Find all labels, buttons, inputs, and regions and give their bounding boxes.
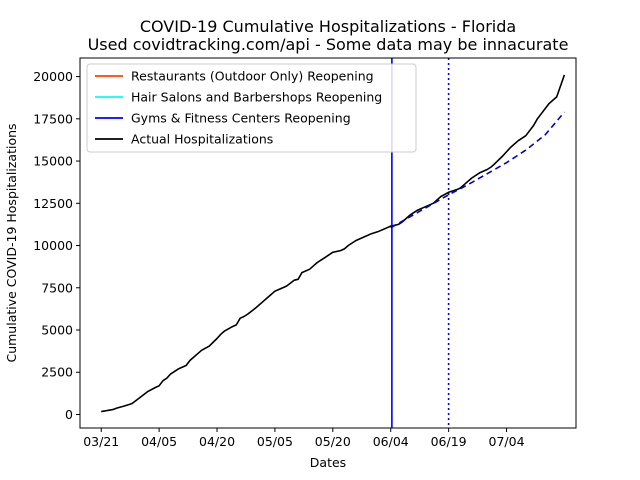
y-tick-label: 15000 (33, 154, 73, 169)
chart-subtitle: Used covidtracking.com/api - Some data m… (88, 35, 569, 54)
x-tick-label: 05/20 (315, 434, 351, 449)
x-axis: 03/21 04/05 04/20 05/05 05/20 06/04 06/19 07/04 (83, 428, 525, 449)
y-tick-label: 17500 (33, 111, 73, 126)
plot-frame (79, 57, 577, 429)
x-axis-label: Dates (310, 455, 346, 470)
x-tick-label: 03/21 (83, 434, 119, 449)
legend-label: Hair Salons and Barbershops Reopening (131, 90, 382, 105)
y-tick-label: 2500 (41, 365, 73, 380)
chart-title: COVID-19 Cumulative Hospitalizations - F… (140, 17, 516, 36)
x-tick-label: 05/05 (257, 434, 293, 449)
y-tick-label: 5000 (41, 323, 73, 338)
y-tick-label: 10000 (33, 238, 73, 253)
y-tick-label: 7500 (41, 280, 73, 295)
legend-label: Restaurants (Outdoor Only) Reopening (131, 69, 374, 84)
y-tick-label: 12500 (33, 196, 73, 211)
x-tick-label: 07/04 (489, 434, 525, 449)
x-tick-label: 06/19 (431, 434, 467, 449)
y-tick-label: 20000 (33, 69, 73, 84)
x-tick-label: 04/05 (141, 434, 177, 449)
series-projection-1 (390, 111, 566, 229)
y-axis: 0 2500 5000 7500 10000 12500 15000 17500 20000 (33, 69, 80, 422)
y-axis-label: Cumulative COVID-19 Hospitalizations (4, 123, 19, 362)
legend: Restaurants (Outdoor Only) Reopening Hair… (86, 63, 417, 153)
x-tick-label: 04/20 (199, 434, 235, 449)
x-tick-label: 06/04 (373, 434, 409, 449)
y-tick-label: 0 (65, 407, 73, 422)
legend-box (86, 63, 417, 153)
series-actual-hospitalizations (101, 74, 566, 413)
legend-label: Actual Hospitalizations (131, 132, 273, 147)
legend-label: Gyms & Fitness Centers Reopening (131, 111, 351, 126)
